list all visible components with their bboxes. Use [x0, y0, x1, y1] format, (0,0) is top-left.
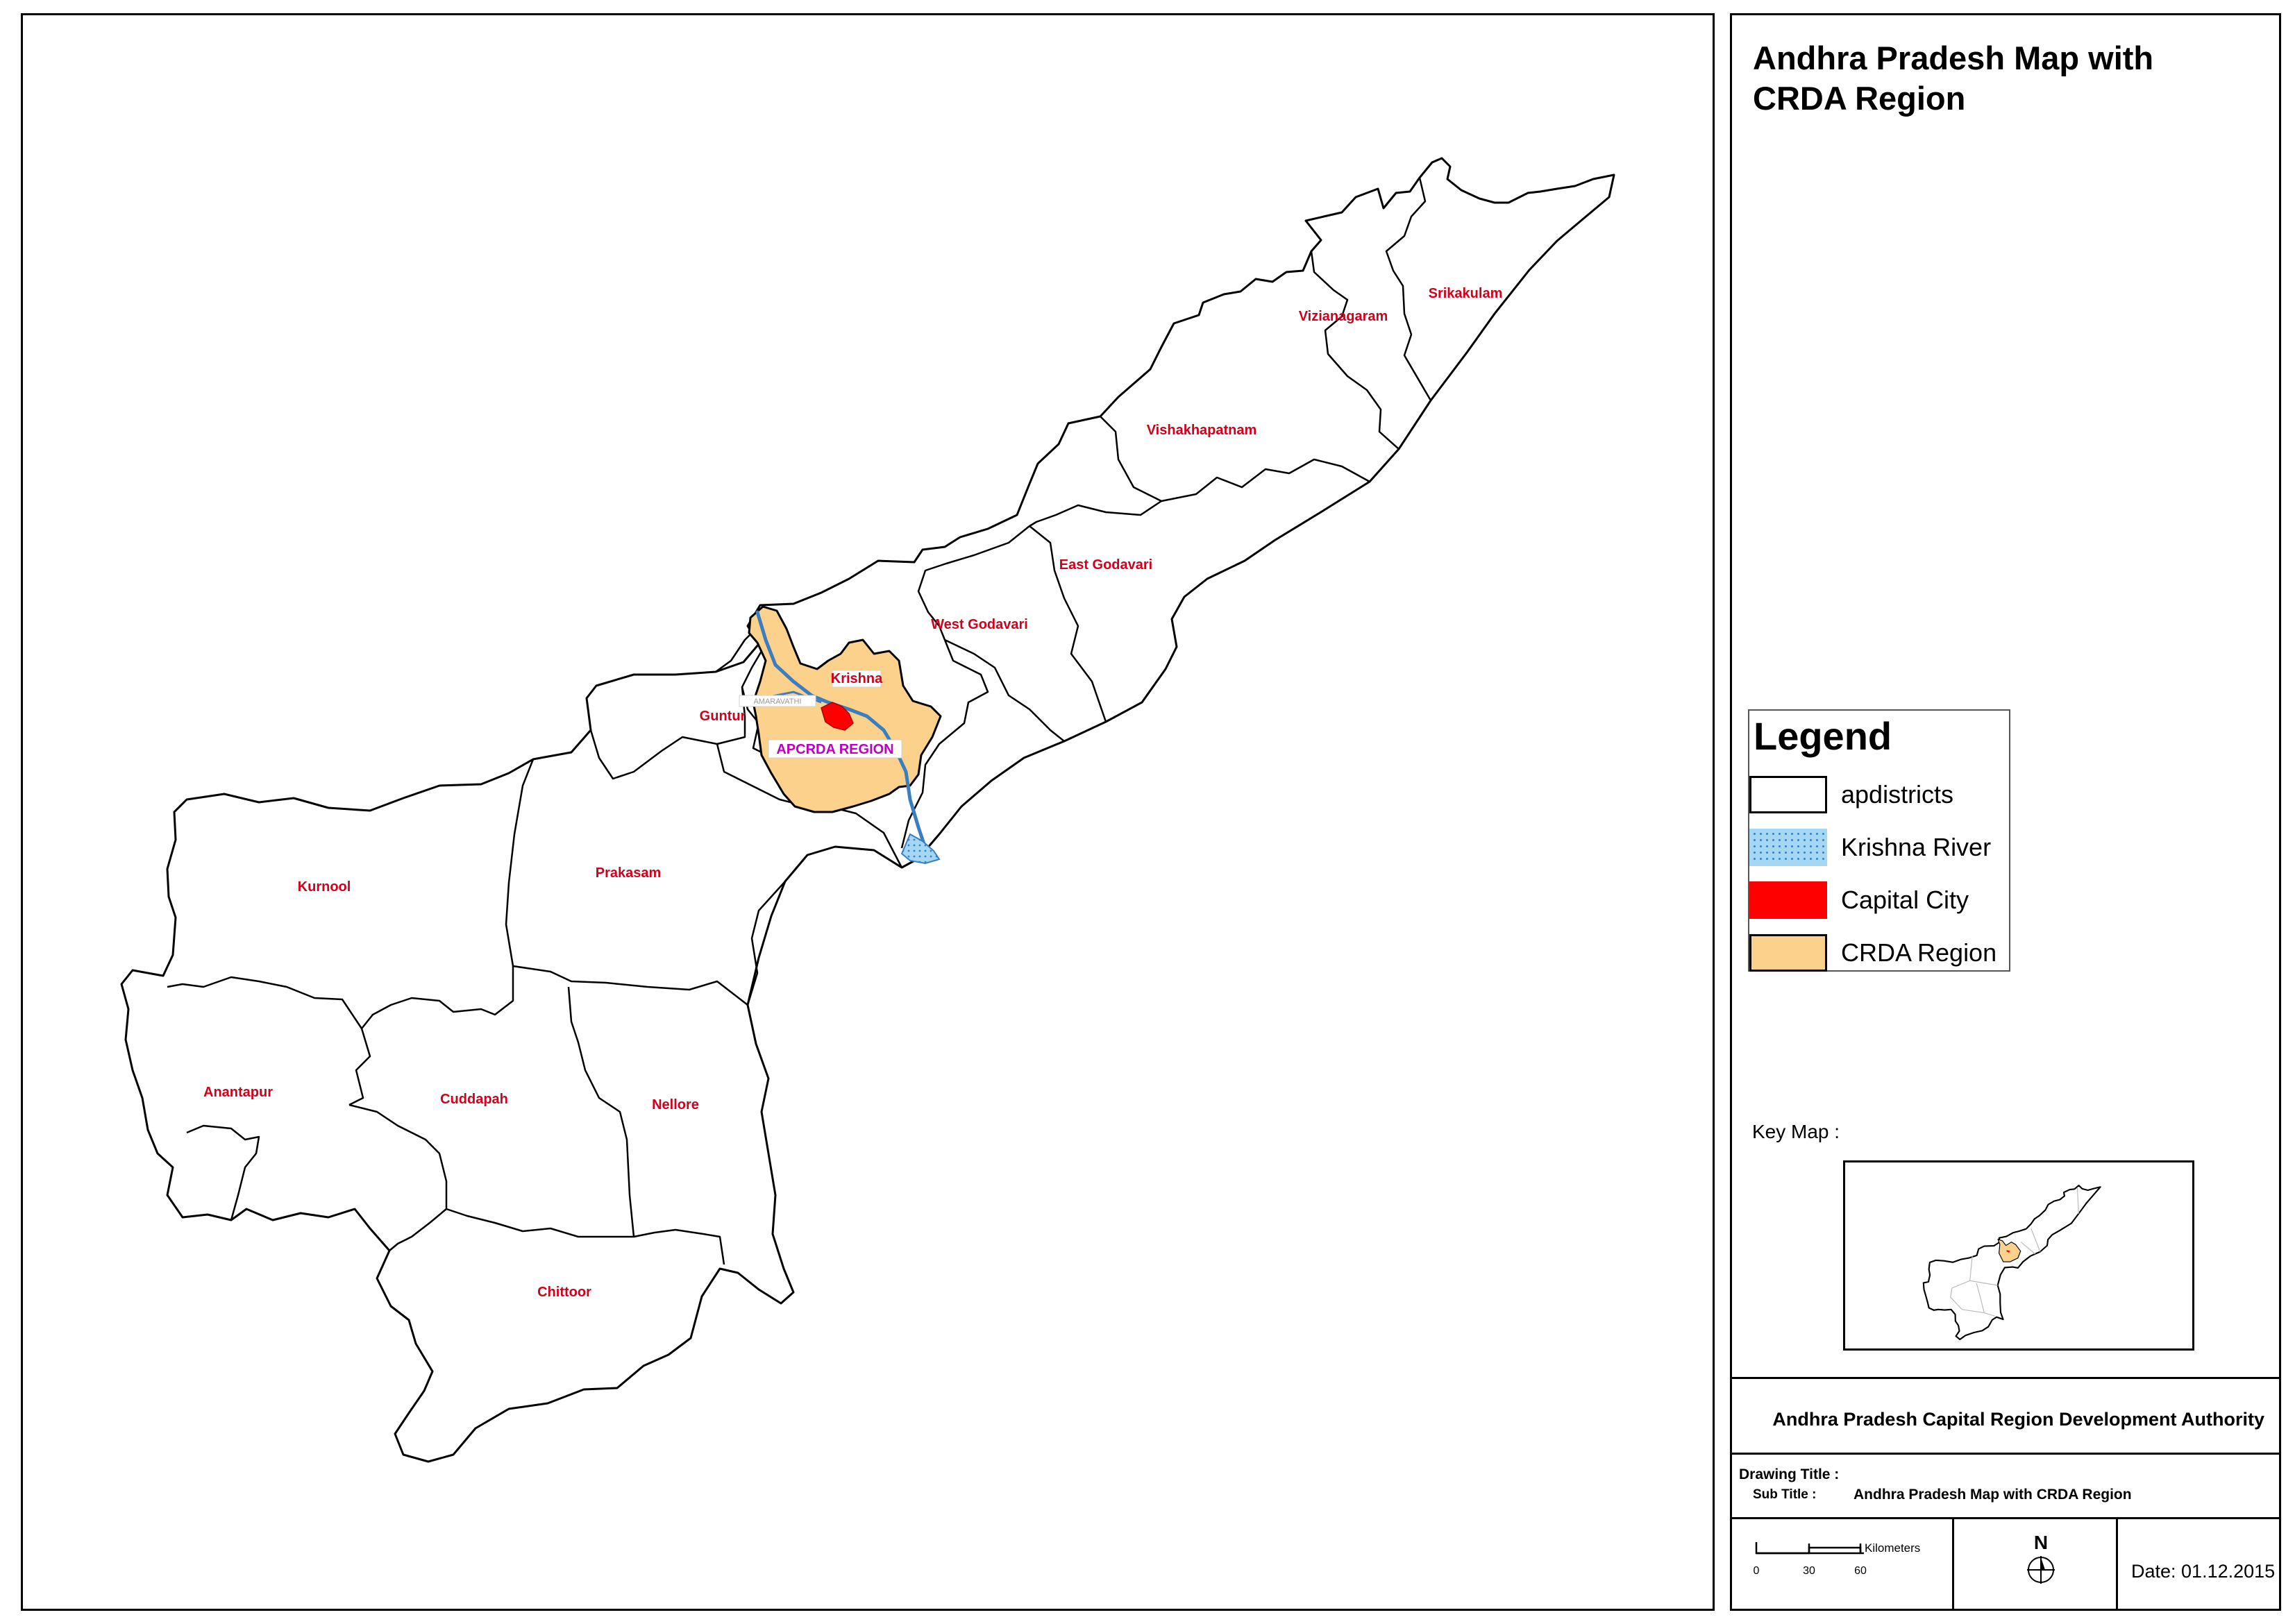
scale-bar: Kilometers 0 30 60 — [1754, 1541, 1921, 1577]
scale-tick: 60 — [1854, 1565, 1867, 1577]
legend-label: CRDA Region — [1841, 938, 1997, 967]
label-anantapur: Anantapur — [203, 1085, 273, 1100]
authority-name: Andhra Pradesh Capital Region Developmen… — [1772, 1409, 2264, 1430]
panel-divider — [1730, 1377, 2281, 1379]
krishna-river-delta — [900, 833, 941, 865]
map-title: Andhra Pradesh Map with CRDA Region — [1753, 40, 2154, 117]
keymap[interactable] — [1843, 1160, 2194, 1351]
label-vishakhapatnam: Vishakhapatnam — [1147, 423, 1257, 438]
map-frame: Srikakulam Vizianagaram Vishakhapatnam E… — [21, 13, 1715, 1611]
legend-swatch-capital — [1749, 881, 1827, 919]
panel-divider-vertical — [2116, 1517, 2118, 1611]
label-krishna: Krishna — [831, 671, 883, 686]
legend-swatch-districts — [1749, 776, 1827, 813]
north-label: N — [2034, 1532, 2048, 1553]
legend-label: apdistricts — [1841, 780, 1954, 809]
keymap-thumbnail — [1922, 1185, 2101, 1341]
label-guntur: Guntur — [700, 709, 746, 724]
region-label-bg — [768, 739, 902, 759]
scale-tick: 0 — [1754, 1565, 1760, 1577]
capital-city-amaravathi[interactable] — [821, 702, 854, 731]
panel-divider — [1730, 1517, 2281, 1519]
label-apcrda-region: APCRDA REGION — [776, 742, 893, 757]
legend-title: Legend — [1754, 714, 1892, 758]
legend-swatch-river — [1749, 829, 1827, 866]
legend-item-capital-city: Capital City — [1749, 881, 2010, 923]
label-srikakulam: Srikakulam — [1429, 286, 1503, 301]
label-amaravathi: AMARAVATHI — [753, 697, 801, 706]
drawing-title-label: Drawing Title : — [1739, 1466, 1840, 1482]
krishna-label-bg — [832, 670, 882, 688]
panel-divider — [1730, 1453, 2281, 1455]
info-panel — [1730, 13, 2281, 1611]
capital-label-bg — [739, 695, 816, 707]
date: Date: 01.12.2015 — [2131, 1561, 2276, 1582]
legend-item-crda-region: CRDA Region — [1749, 934, 2010, 976]
label-nellore: Nellore — [652, 1097, 699, 1113]
sub-title-value: Andhra Pradesh Map with CRDA Region — [1853, 1487, 2132, 1503]
legend-item-krishna-river: Krishna River — [1749, 829, 2010, 870]
keymap-label: Key Map : — [1752, 1121, 1840, 1142]
label-prakasam: Prakasam — [596, 865, 662, 881]
label-kurnool: Kurnool — [298, 879, 351, 895]
north-arrow-icon: N — [2027, 1532, 2055, 1584]
panel-divider-vertical — [1952, 1517, 1954, 1611]
scale-tick: 30 — [1803, 1565, 1815, 1577]
sub-title-label: Sub Title : — [1753, 1487, 1817, 1502]
label-east-godavari: East Godavari — [1059, 557, 1153, 573]
legend-label: Capital City — [1841, 886, 1969, 914]
district-boundaries — [167, 177, 1432, 1265]
map-canvas[interactable]: Srikakulam Vizianagaram Vishakhapatnam E… — [23, 15, 1713, 1609]
legend-swatch-crda — [1749, 934, 1827, 972]
legend-label: Krishna River — [1841, 833, 1992, 861]
legend-item-apdistricts: apdistricts — [1749, 776, 2010, 818]
legend: Legend apdistricts Krishna River Capital… — [1748, 709, 2010, 972]
scale-unit: Kilometers — [1865, 1541, 1920, 1555]
label-cuddapah: Cuddapah — [440, 1092, 508, 1107]
label-vizianagaram: Vizianagaram — [1299, 309, 1388, 324]
andhra-pradesh-outline — [120, 157, 1615, 1463]
label-chittoor: Chittoor — [537, 1285, 591, 1300]
label-west-godavari: West Godavari — [931, 617, 1028, 632]
krishna-river — [755, 610, 939, 861]
